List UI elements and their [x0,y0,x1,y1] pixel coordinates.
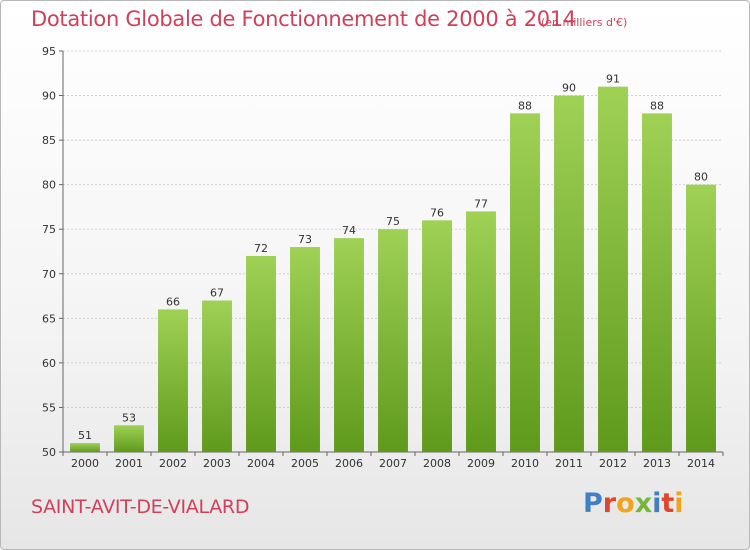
y-tick-label: 75 [42,223,56,236]
commune-name: SAINT-AVIT-DE-VIALARD [31,496,250,518]
y-tick-label: 50 [42,446,56,459]
x-tick-label: 2001 [115,457,143,470]
logo-letter: x [634,488,653,519]
logo-letter: P [583,488,603,519]
bar [466,211,496,452]
chart-subtitle: (en milliers d'€) [541,16,628,29]
bar [114,425,144,452]
chart-title: Dotation Globale de Fonctionnement de 20… [31,7,576,31]
logo-letter: i [674,488,684,519]
x-tick-label: 2004 [247,457,275,470]
data-label: 72 [254,242,268,255]
data-label: 90 [562,82,576,95]
bar [246,255,276,452]
y-tick-label: 90 [42,90,56,103]
bar [422,220,452,452]
x-tick-label: 2002 [159,457,187,470]
data-label: 74 [342,224,356,237]
logo-letter: t [661,488,675,519]
data-label: 53 [122,411,136,424]
bar [334,238,364,452]
data-label: 75 [386,215,400,228]
x-tick-label: 2003 [203,457,231,470]
bar [510,113,540,452]
bar [554,95,584,453]
bar [642,113,672,452]
bar [290,247,320,452]
data-label: 88 [650,99,664,112]
x-tick-label: 2013 [643,457,671,470]
data-label: 66 [166,295,180,308]
y-tick-label: 70 [42,268,56,281]
y-tick-label: 95 [42,45,56,58]
proxiti-logo[interactable]: Proxiti [583,488,684,519]
x-tick-label: 2011 [555,457,583,470]
data-label: 73 [298,233,312,246]
y-tick-label: 60 [42,357,56,370]
x-tick-label: 2007 [379,457,407,470]
bars [70,86,716,453]
bar [686,184,716,452]
bar [70,443,100,452]
y-tick-label: 65 [42,312,56,325]
x-tick-label: 2012 [599,457,627,470]
x-tick-label: 2005 [291,457,319,470]
data-label: 80 [694,171,708,184]
data-label: 51 [78,429,92,442]
x-tick-label: 2006 [335,457,363,470]
data-label: 76 [430,206,444,219]
x-tick-label: 2000 [71,457,99,470]
data-label: 91 [606,73,620,86]
data-label: 77 [474,197,488,210]
labels: 50 55 60 65 70 75 80 85 90 95 51 2000 53 2001 66 2002 67… [42,45,715,470]
x-tick-label: 2008 [423,457,451,470]
x-tick-label: 2014 [687,457,715,470]
logo-letter: i [652,488,662,519]
data-label: 88 [518,99,532,112]
logo-letter: r [602,488,617,519]
y-tick-label: 55 [42,401,56,414]
x-tick-label: 2009 [467,457,495,470]
y-tick-label: 85 [42,134,56,147]
bar [202,300,232,452]
bar [598,86,628,453]
data-label: 67 [210,287,224,300]
logo-letter: o [616,488,635,519]
x-tick-label: 2010 [511,457,539,470]
y-tick-label: 80 [42,179,56,192]
bar [158,309,188,452]
bar [378,229,408,452]
